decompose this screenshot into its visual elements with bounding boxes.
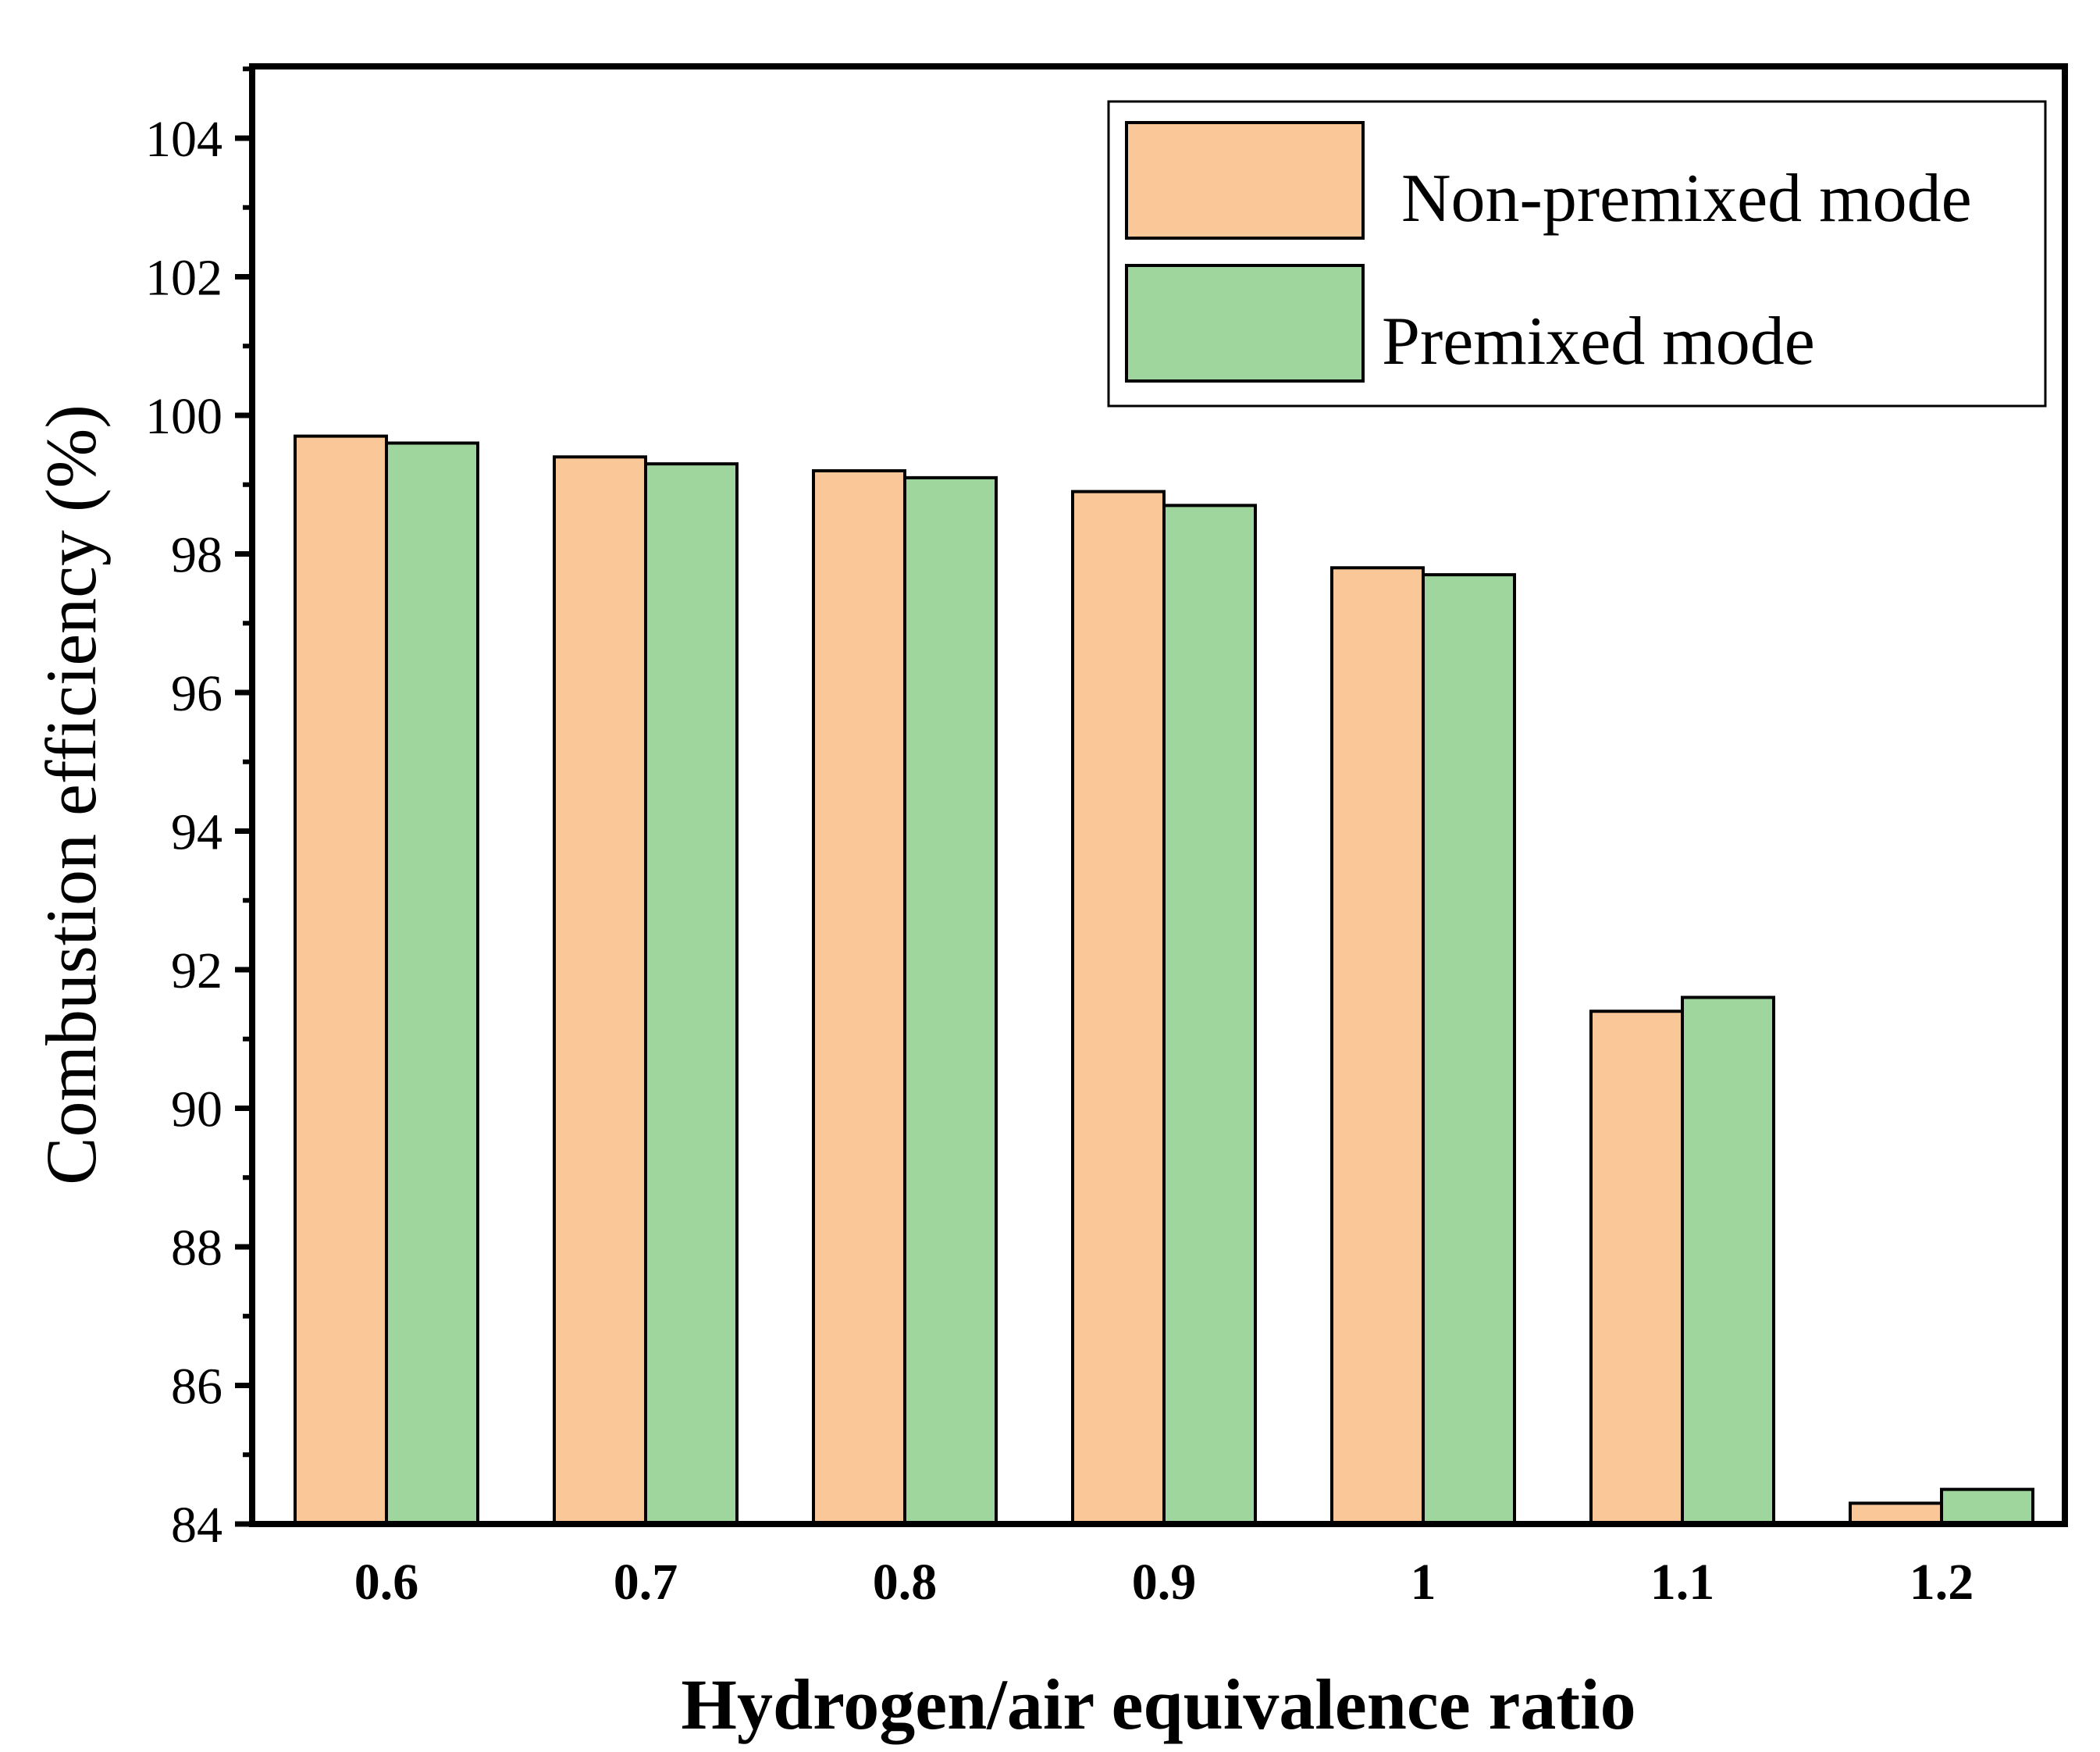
- legend-swatch-premixed: [1125, 264, 1365, 383]
- bars-group: [294, 434, 2034, 1526]
- bar-premixed-0.9: [1162, 504, 1257, 1526]
- y-tick-label: 84: [171, 1497, 222, 1554]
- bar-non-premixed-1.1: [1589, 1010, 1684, 1526]
- legend-swatch-non-premixed: [1125, 121, 1365, 240]
- bar-premixed-0.6: [385, 441, 479, 1526]
- legend: Non-premixed mode Premixed mode: [1107, 100, 2047, 408]
- bar-non-premixed-0.6: [294, 434, 388, 1526]
- x-tick-label-0.6: 0.6: [354, 1554, 419, 1611]
- bar-premixed-0.8: [903, 475, 998, 1526]
- x-axis-title: Hydrogen/air equivalence ratio: [681, 1665, 1636, 1744]
- bar-non-premixed-0.8: [812, 469, 906, 1526]
- x-tick-label-1.1: 1.1: [1650, 1554, 1715, 1611]
- legend-label-premixed: Premixed mode: [1382, 304, 1815, 379]
- x-axis-ticks: 0.6 0.7 0.8 0.9 1 1.1 1.2: [354, 1554, 1974, 1611]
- y-axis-title: Combustion efficiency (%): [31, 404, 111, 1185]
- y-tick-label: 94: [171, 804, 222, 861]
- bar-non-premixed-1: [1330, 566, 1425, 1526]
- x-tick-label-0.8: 0.8: [873, 1554, 938, 1611]
- bar-premixed-1.2: [1940, 1487, 2034, 1526]
- y-tick-label: 98: [171, 527, 222, 584]
- y-tick-label: 90: [171, 1081, 222, 1138]
- y-tick-label: 86: [171, 1359, 222, 1415]
- y-axis-ticks: 84 86 88 90 92 94 96 98 100 102 104: [145, 66, 252, 1554]
- x-tick-label-0.7: 0.7: [614, 1554, 678, 1611]
- x-tick-label-1: 1: [1411, 1554, 1436, 1611]
- y-tick-label: 100: [145, 388, 222, 445]
- bar-non-premixed-0.9: [1071, 490, 1166, 1526]
- x-tick-label-1.2: 1.2: [1910, 1554, 1974, 1611]
- bar-premixed-1.1: [1681, 995, 1775, 1526]
- x-tick-label-0.9: 0.9: [1132, 1554, 1197, 1611]
- legend-label-non-premixed: Non-premixed mode: [1401, 161, 1972, 237]
- bar-non-premixed-0.7: [553, 455, 647, 1526]
- y-tick-label: 92: [171, 942, 222, 999]
- plot-frame: [249, 63, 2068, 1527]
- y-tick-label: 102: [145, 250, 222, 307]
- y-tick-label: 104: [145, 111, 222, 168]
- y-tick-label: 88: [171, 1220, 222, 1277]
- y-tick-label: 96: [171, 665, 222, 722]
- bar-premixed-1: [1422, 573, 1516, 1526]
- bar-premixed-0.7: [644, 462, 739, 1526]
